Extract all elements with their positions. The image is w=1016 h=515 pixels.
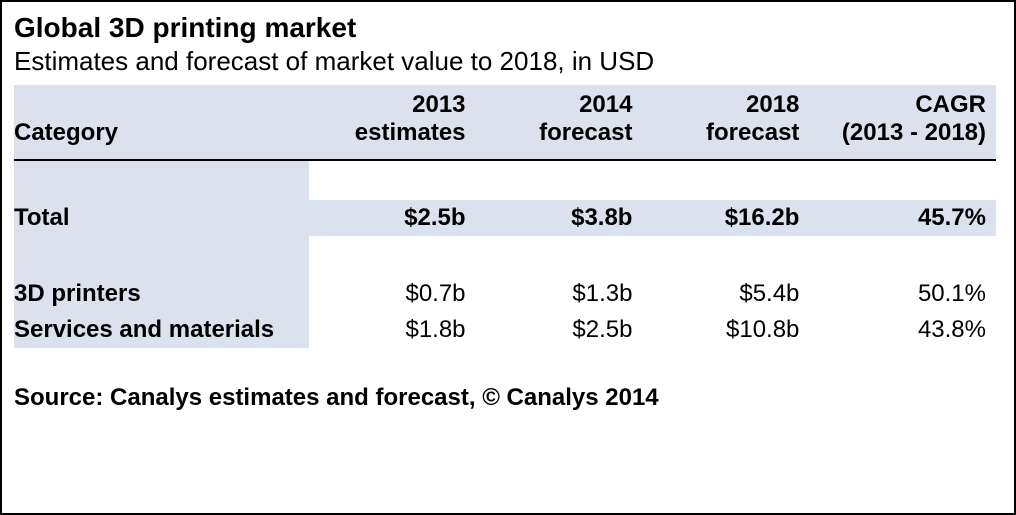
- cell-category: Total: [14, 200, 309, 236]
- col-header-line2: forecast: [539, 119, 632, 146]
- table-row: 3D printers $0.7b $1.3b $5.4b 50.1%: [14, 276, 996, 312]
- spacer-row: [14, 236, 996, 276]
- figure-subtitle: Estimates and forecast of market value t…: [14, 46, 996, 77]
- col-header-2018: 2018 forecast: [642, 85, 809, 160]
- table-row-total: Total $2.5b $3.8b $16.2b 45.7%: [14, 200, 996, 236]
- col-header-2013: 2013 estimates: [309, 85, 476, 160]
- cell-cagr: 50.1%: [809, 276, 996, 312]
- cell-2013: $1.8b: [309, 312, 476, 348]
- spacer-row: [14, 160, 996, 200]
- table-row: Services and materials $1.8b $2.5b $10.8…: [14, 312, 996, 348]
- cell-2018: $5.4b: [642, 276, 809, 312]
- source-line: Source: Canalys estimates and forecast, …: [14, 384, 996, 412]
- table-header-row: Category 2013 estimates 2014 forecast 20…: [14, 85, 996, 160]
- cell-2014: $3.8b: [476, 200, 643, 236]
- cell-2014: $2.5b: [476, 312, 643, 348]
- cell-2018: $16.2b: [642, 200, 809, 236]
- cell-cagr: 43.8%: [809, 312, 996, 348]
- market-table: Category 2013 estimates 2014 forecast 20…: [14, 85, 996, 348]
- col-header-line2: estimates: [355, 119, 466, 146]
- col-header-line2: (2013 - 2018): [842, 119, 986, 146]
- cell-cagr: 45.7%: [809, 200, 996, 236]
- col-header-cagr: CAGR (2013 - 2018): [809, 85, 996, 160]
- cell-2018: $10.8b: [642, 312, 809, 348]
- col-header-line2: forecast: [706, 119, 799, 146]
- col-header-line2: Category: [14, 119, 118, 146]
- col-header-2014: 2014 forecast: [476, 85, 643, 160]
- cell-2013: $0.7b: [309, 276, 476, 312]
- col-header-category: Category: [14, 85, 309, 160]
- col-header-line1: CAGR: [915, 91, 986, 118]
- cell-category: 3D printers: [14, 276, 309, 312]
- cell-2013: $2.5b: [309, 200, 476, 236]
- col-header-line1: 2014: [579, 91, 632, 118]
- cell-2014: $1.3b: [476, 276, 643, 312]
- col-header-line1: 2018: [746, 91, 799, 118]
- col-header-line1: 2013: [412, 91, 465, 118]
- figure-frame: Global 3D printing market Estimates and …: [0, 0, 1016, 515]
- cell-category: Services and materials: [14, 312, 309, 348]
- figure-title: Global 3D printing market: [14, 12, 996, 44]
